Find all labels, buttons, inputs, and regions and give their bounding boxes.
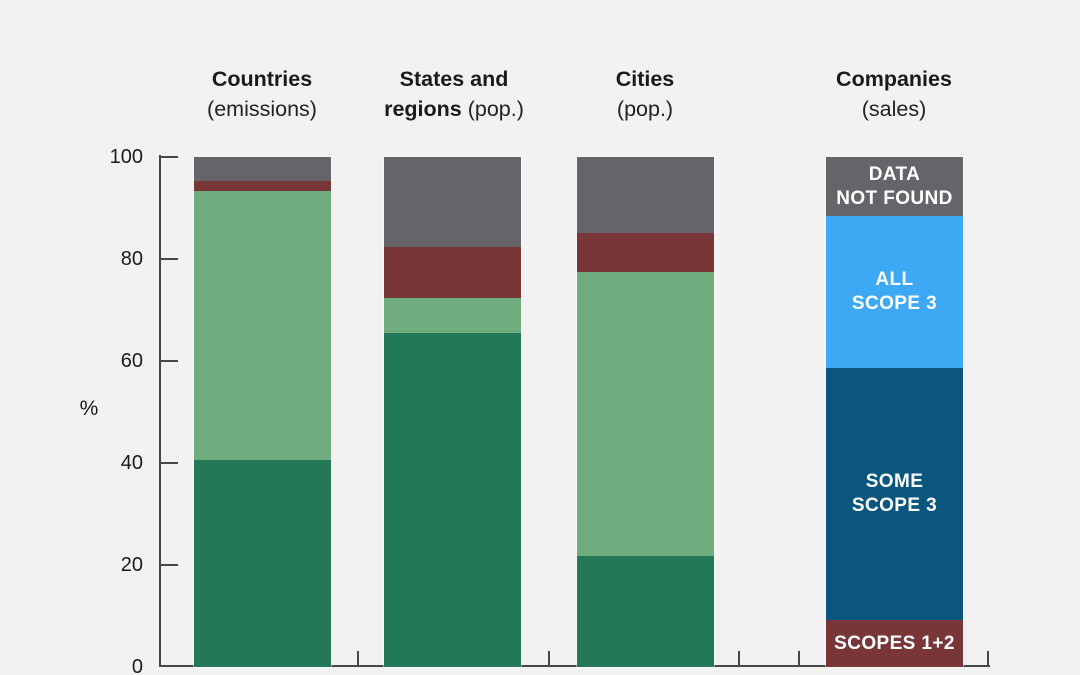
column-header-line: States and xyxy=(399,67,509,91)
y-tick xyxy=(161,258,178,260)
segment-dark-green xyxy=(384,332,521,667)
bar-countries xyxy=(194,157,331,667)
segment-label-all-scope-3: ALL SCOPE 3 xyxy=(826,216,963,368)
segment-light-green xyxy=(577,271,714,556)
x-tick xyxy=(738,651,740,665)
segment-label-line: DATA xyxy=(868,163,921,185)
segment-dark-green xyxy=(577,555,714,667)
segment-some-scope-3: SOME SCOPE 3 xyxy=(826,368,963,621)
segment-label-line: NOT FOUND xyxy=(836,187,953,209)
y-tick xyxy=(161,360,178,362)
y-tick-label: 20 xyxy=(120,554,143,576)
column-header-line: regions (pop.) xyxy=(384,97,524,121)
y-tick-label: 80 xyxy=(120,248,143,270)
column-header-line: (emissions) xyxy=(207,97,317,121)
x-tick xyxy=(357,651,359,665)
y-tick xyxy=(161,564,178,566)
segment-gray xyxy=(194,157,331,181)
column-header-line: Companies xyxy=(836,67,952,91)
segment-light-green xyxy=(384,297,521,333)
segment-light-green xyxy=(194,191,331,461)
bar-companies: DATA NOT FOUND ALL SCOPE 3 SOME SCOPE 3 SCOPES… xyxy=(826,157,963,667)
column-header-states-and-regions: States and regions (pop.) xyxy=(334,64,574,124)
segment-label-data-not-found: DATA NOT FOUND xyxy=(826,157,963,216)
bar-states-and-regions xyxy=(384,157,521,667)
segment-label-line: SOME xyxy=(865,471,924,493)
bar-cities xyxy=(577,157,714,667)
y-tick-label: 40 xyxy=(120,452,143,474)
x-axis-line xyxy=(159,665,990,667)
column-header-line: (sales) xyxy=(861,97,927,121)
column-header-countries: Countries (emissions) xyxy=(142,64,382,124)
x-tick xyxy=(548,651,550,665)
x-tick xyxy=(798,651,800,665)
segment-scopes-1-2: SCOPES 1+2 xyxy=(826,620,963,667)
y-axis-label: % xyxy=(79,397,99,420)
column-header-line: (pop.) xyxy=(616,97,674,121)
y-tick-label: 60 xyxy=(120,350,143,372)
segment-dark-red xyxy=(194,180,331,192)
y-tick xyxy=(161,462,178,464)
segment-label-line: SCOPE 3 xyxy=(851,495,938,517)
y-tick-label: 0 xyxy=(131,656,143,675)
segment-label-line: ALL xyxy=(875,269,914,291)
segment-gray xyxy=(577,157,714,233)
segment-all-scope-3: ALL SCOPE 3 xyxy=(826,216,963,369)
segment-label-some-scope-3: SOME SCOPE 3 xyxy=(826,368,963,620)
segment-data-not-found: DATA NOT FOUND xyxy=(826,157,963,217)
segment-label-line: SCOPES 1+2 xyxy=(834,632,955,654)
y-tick xyxy=(161,156,178,158)
segment-gray xyxy=(384,157,521,247)
column-header-cities: Cities (pop.) xyxy=(525,64,765,124)
y-tick-label: 100 xyxy=(109,146,143,168)
column-header-companies: Companies (sales) xyxy=(774,64,1014,124)
segment-dark-green xyxy=(194,460,331,667)
column-header-line: Cities xyxy=(615,67,675,91)
segment-dark-red xyxy=(577,232,714,272)
y-axis-line xyxy=(159,155,161,667)
segment-label-scopes-1-2: SCOPES 1+2 xyxy=(826,620,963,667)
x-tick xyxy=(987,651,989,665)
segment-label-line: SCOPE 3 xyxy=(851,293,938,315)
column-header-line: Countries xyxy=(211,67,313,91)
segment-dark-red xyxy=(384,246,521,298)
